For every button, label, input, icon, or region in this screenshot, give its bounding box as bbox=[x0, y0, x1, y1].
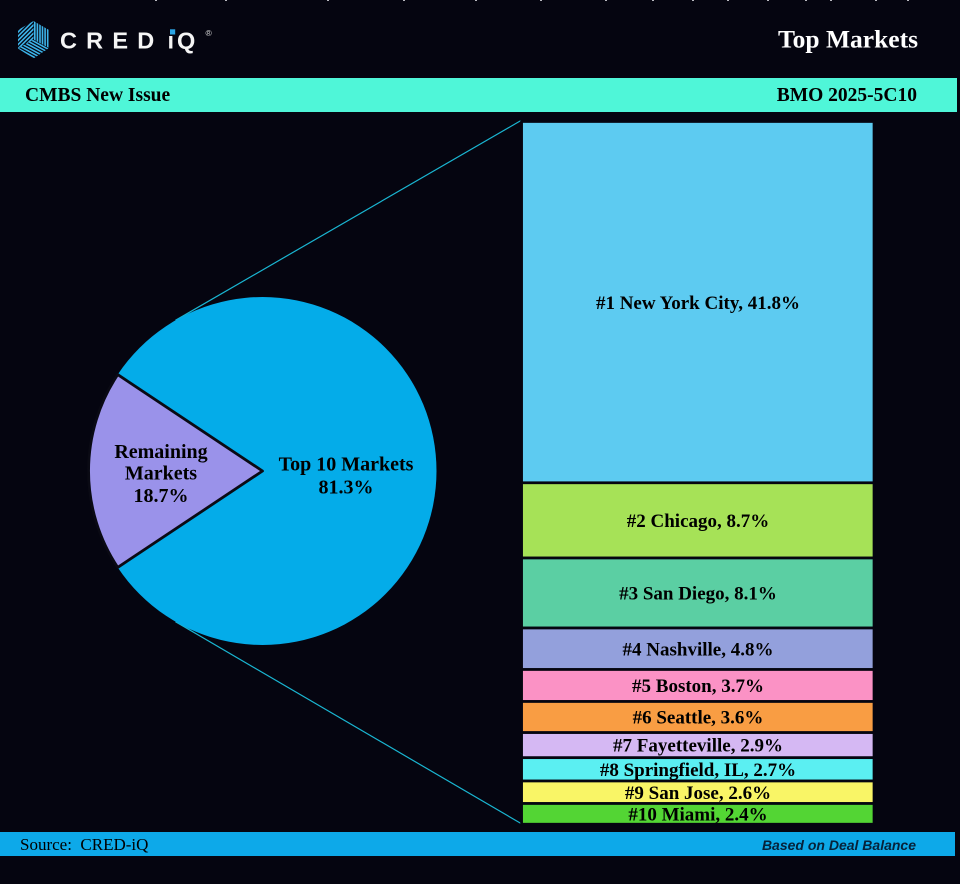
svg-text:#7 Fayetteville, 2.9%: #7 Fayetteville, 2.9% bbox=[613, 736, 783, 757]
svg-text:Remaining: Remaining bbox=[114, 441, 207, 463]
svg-text:#10 Miami, 2.4%: #10 Miami, 2.4% bbox=[628, 804, 767, 825]
svg-text:81.3%: 81.3% bbox=[319, 477, 374, 499]
svg-text:#1 New York City, 41.8%: #1 New York City, 41.8% bbox=[596, 293, 800, 314]
svg-text:#6 Seattle, 3.6%: #6 Seattle, 3.6% bbox=[633, 708, 764, 729]
svg-text:#3 San Diego, 8.1%: #3 San Diego, 8.1% bbox=[619, 584, 777, 605]
svg-text:#2 Chicago, 8.7%: #2 Chicago, 8.7% bbox=[627, 511, 770, 532]
svg-text:®: ® bbox=[206, 28, 213, 38]
svg-text:18.7%: 18.7% bbox=[134, 485, 189, 507]
svg-text:#9 San Jose, 2.6%: #9 San Jose, 2.6% bbox=[625, 783, 771, 804]
svg-text:#4 Nashville, 4.8%: #4 Nashville, 4.8% bbox=[623, 639, 774, 660]
svg-text:Source: CRED-iQ: Source: CRED-iQ bbox=[20, 835, 148, 854]
svg-text:#5 Boston, 3.7%: #5 Boston, 3.7% bbox=[632, 676, 764, 697]
svg-text:Markets: Markets bbox=[125, 463, 197, 485]
svg-text:CRED: CRED bbox=[60, 27, 163, 53]
svg-text:#8 Springfield, IL, 2.7%: #8 Springfield, IL, 2.7% bbox=[600, 760, 796, 781]
svg-text:Top 10 Markets: Top 10 Markets bbox=[279, 454, 414, 476]
svg-text:Top Markets: Top Markets bbox=[778, 25, 918, 54]
svg-text:CMBS New Issue: CMBS New Issue bbox=[25, 85, 171, 106]
svg-text:Based on Deal Balance: Based on Deal Balance bbox=[762, 837, 916, 853]
svg-text:BMO 2025-5C10: BMO 2025-5C10 bbox=[777, 85, 917, 106]
